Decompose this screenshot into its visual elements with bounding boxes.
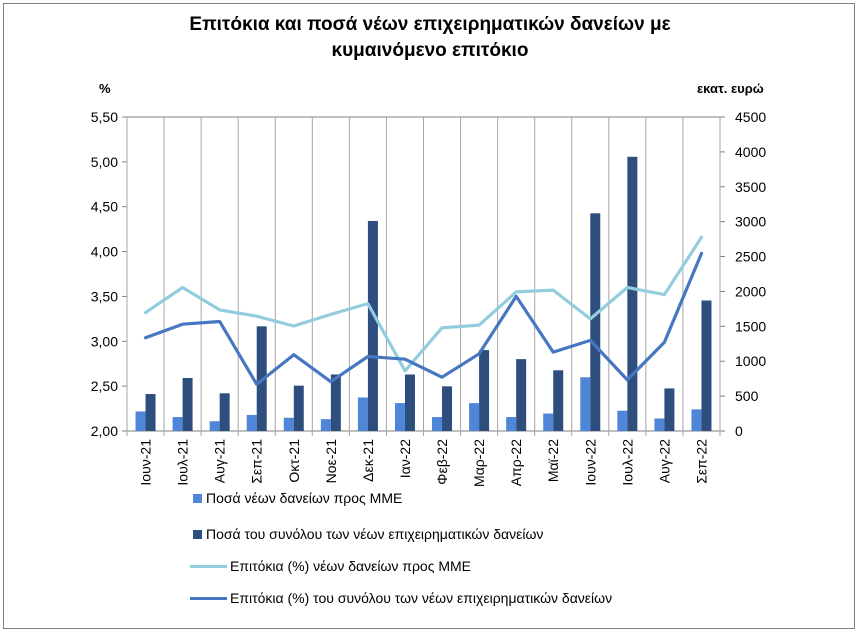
bar-sme-amount	[432, 417, 443, 431]
bar-total-amount	[553, 370, 564, 431]
legend-label-total-amount: Ποσά του συνόλου των νέων επιχειρηματικώ…	[206, 526, 544, 542]
bar-sme-amount	[654, 418, 665, 431]
chart-title-line-1: Επιτόκια και ποσά νέων επιχειρηματικών δ…	[189, 14, 671, 35]
bar-total-amount	[145, 394, 156, 431]
right-axis-tick-label: 500	[735, 388, 759, 404]
x-axis-tick-label: Νοε-21	[323, 439, 339, 484]
bar-sme-amount	[691, 409, 702, 431]
bar-total-amount	[590, 213, 601, 431]
bar-total-amount	[219, 393, 230, 431]
x-axis-tick-label: Μαϊ-22	[545, 439, 561, 482]
right-axis-tick-label: 1000	[735, 353, 766, 369]
legend-swatch-total-rate	[190, 596, 227, 600]
x-axis-tick-label: Ιουλ-22	[619, 439, 635, 486]
left-axis-tick-label: 3,50	[91, 288, 118, 304]
legend-item-total-rate: Επιτόκια (%) του συνόλου των νέων επιχει…	[190, 590, 612, 606]
bar-sme-amount	[172, 417, 183, 431]
x-axis-tick-label: Σεπ-21	[249, 439, 265, 484]
chart-frame	[3, 3, 855, 629]
legend-swatch-sme-amount	[193, 493, 202, 503]
bar-total-amount	[664, 388, 675, 431]
bar-total-amount	[330, 374, 341, 431]
bar-total-amount	[442, 386, 453, 431]
left-axis-tick-label: 4,50	[91, 199, 118, 215]
bar-total-amount	[516, 359, 527, 431]
x-axis-tick-label: Δεκ-21	[360, 439, 376, 482]
left-axis-tick-label: 2,50	[91, 378, 118, 394]
chart-title: Επιτόκια και ποσά νέων επιχειρηματικών δ…	[0, 12, 860, 64]
bar-sme-amount	[617, 410, 628, 431]
x-axis-tick-label: Φεβ-22	[434, 439, 450, 485]
bar-sme-amount	[543, 413, 554, 431]
x-axis-tick-label: Αυγ-21	[212, 439, 228, 483]
x-axis-tick-label: Ιουν-21	[138, 439, 154, 486]
legend-item-sme-amount: Ποσά νέων δανείων προς ΜΜΕ	[193, 490, 402, 506]
bar-total-amount	[627, 156, 638, 432]
left-axis-tick-label: 5,50	[91, 109, 118, 125]
bar-sme-amount	[394, 403, 405, 431]
x-axis-tick-label: Μαρ-22	[471, 439, 487, 487]
left-axis-tick-label: 2,00	[91, 423, 118, 439]
x-axis-tick-label: Ιουλ-21	[175, 439, 191, 486]
legend-label-total-rate: Επιτόκια (%) του συνόλου των νέων επιχει…	[230, 590, 613, 606]
left-axis-tick-label: 3,00	[91, 333, 118, 349]
right-axis-tick-label: 3500	[735, 179, 766, 195]
left-axis-tick-label: 5,00	[91, 154, 118, 170]
right-axis-tick-label: 1500	[735, 318, 766, 334]
x-axis-tick-label: Αυγ-22	[656, 439, 672, 483]
legend-item-sme-rate: Επιτόκια (%) νέων δανείων προς ΜΜΕ	[190, 558, 471, 574]
legend-item-total-amount: Ποσά του συνόλου των νέων επιχειρηματικώ…	[193, 526, 543, 542]
bar-sme-amount	[506, 417, 517, 431]
left-axis-unit: %	[99, 81, 111, 96]
bar-sme-amount	[580, 377, 591, 431]
right-axis-tick-label: 2000	[735, 283, 766, 299]
left-axis-tick-label: 4,00	[91, 244, 118, 260]
bar-total-amount	[182, 377, 193, 431]
legend-label-sme-rate: Επιτόκια (%) νέων δανείων προς ΜΜΕ	[230, 558, 472, 574]
bar-total-amount	[404, 374, 415, 431]
bar-total-amount	[701, 300, 712, 431]
bar-sme-amount	[283, 417, 294, 431]
right-axis-tick-label: 4000	[735, 144, 766, 160]
chart-title-line-2: κυμαινόμενο επιτόκιο	[331, 40, 529, 61]
x-axis-tick-label: Απρ-22	[508, 439, 524, 486]
x-axis-tick-label: Οκτ-21	[286, 439, 302, 483]
bar-total-amount	[293, 385, 304, 431]
line-total-rate	[143, 251, 704, 386]
right-axis-tick-label: 4500	[735, 109, 766, 125]
bar-sme-amount	[357, 397, 368, 431]
legend-swatch-sme-rate	[190, 564, 227, 568]
bar-sme-amount	[469, 403, 480, 431]
right-axis-tick-label: 3000	[735, 214, 766, 230]
bar-sme-amount	[320, 419, 331, 431]
bar-sme-amount	[209, 421, 220, 431]
x-axis-tick-label: Σεπ-22	[694, 439, 710, 484]
legend-label-sme-amount: Ποσά νέων δανείων προς ΜΜΕ	[206, 490, 403, 506]
bar-total-amount	[367, 220, 378, 431]
line-sme-rate	[143, 235, 704, 373]
right-axis-tick-label: 0	[735, 423, 743, 439]
right-axis-tick-label: 2500	[735, 249, 766, 265]
bar-sme-amount	[246, 414, 257, 431]
legend-swatch-total-amount	[193, 529, 202, 539]
x-axis-tick-label: Ιουν-22	[582, 439, 598, 486]
right-axis-unit: εκατ. ευρώ	[697, 81, 764, 96]
bar-total-amount	[479, 350, 490, 431]
bar-sme-amount	[135, 411, 146, 431]
x-axis-tick-label: Ιαν-22	[397, 439, 413, 478]
